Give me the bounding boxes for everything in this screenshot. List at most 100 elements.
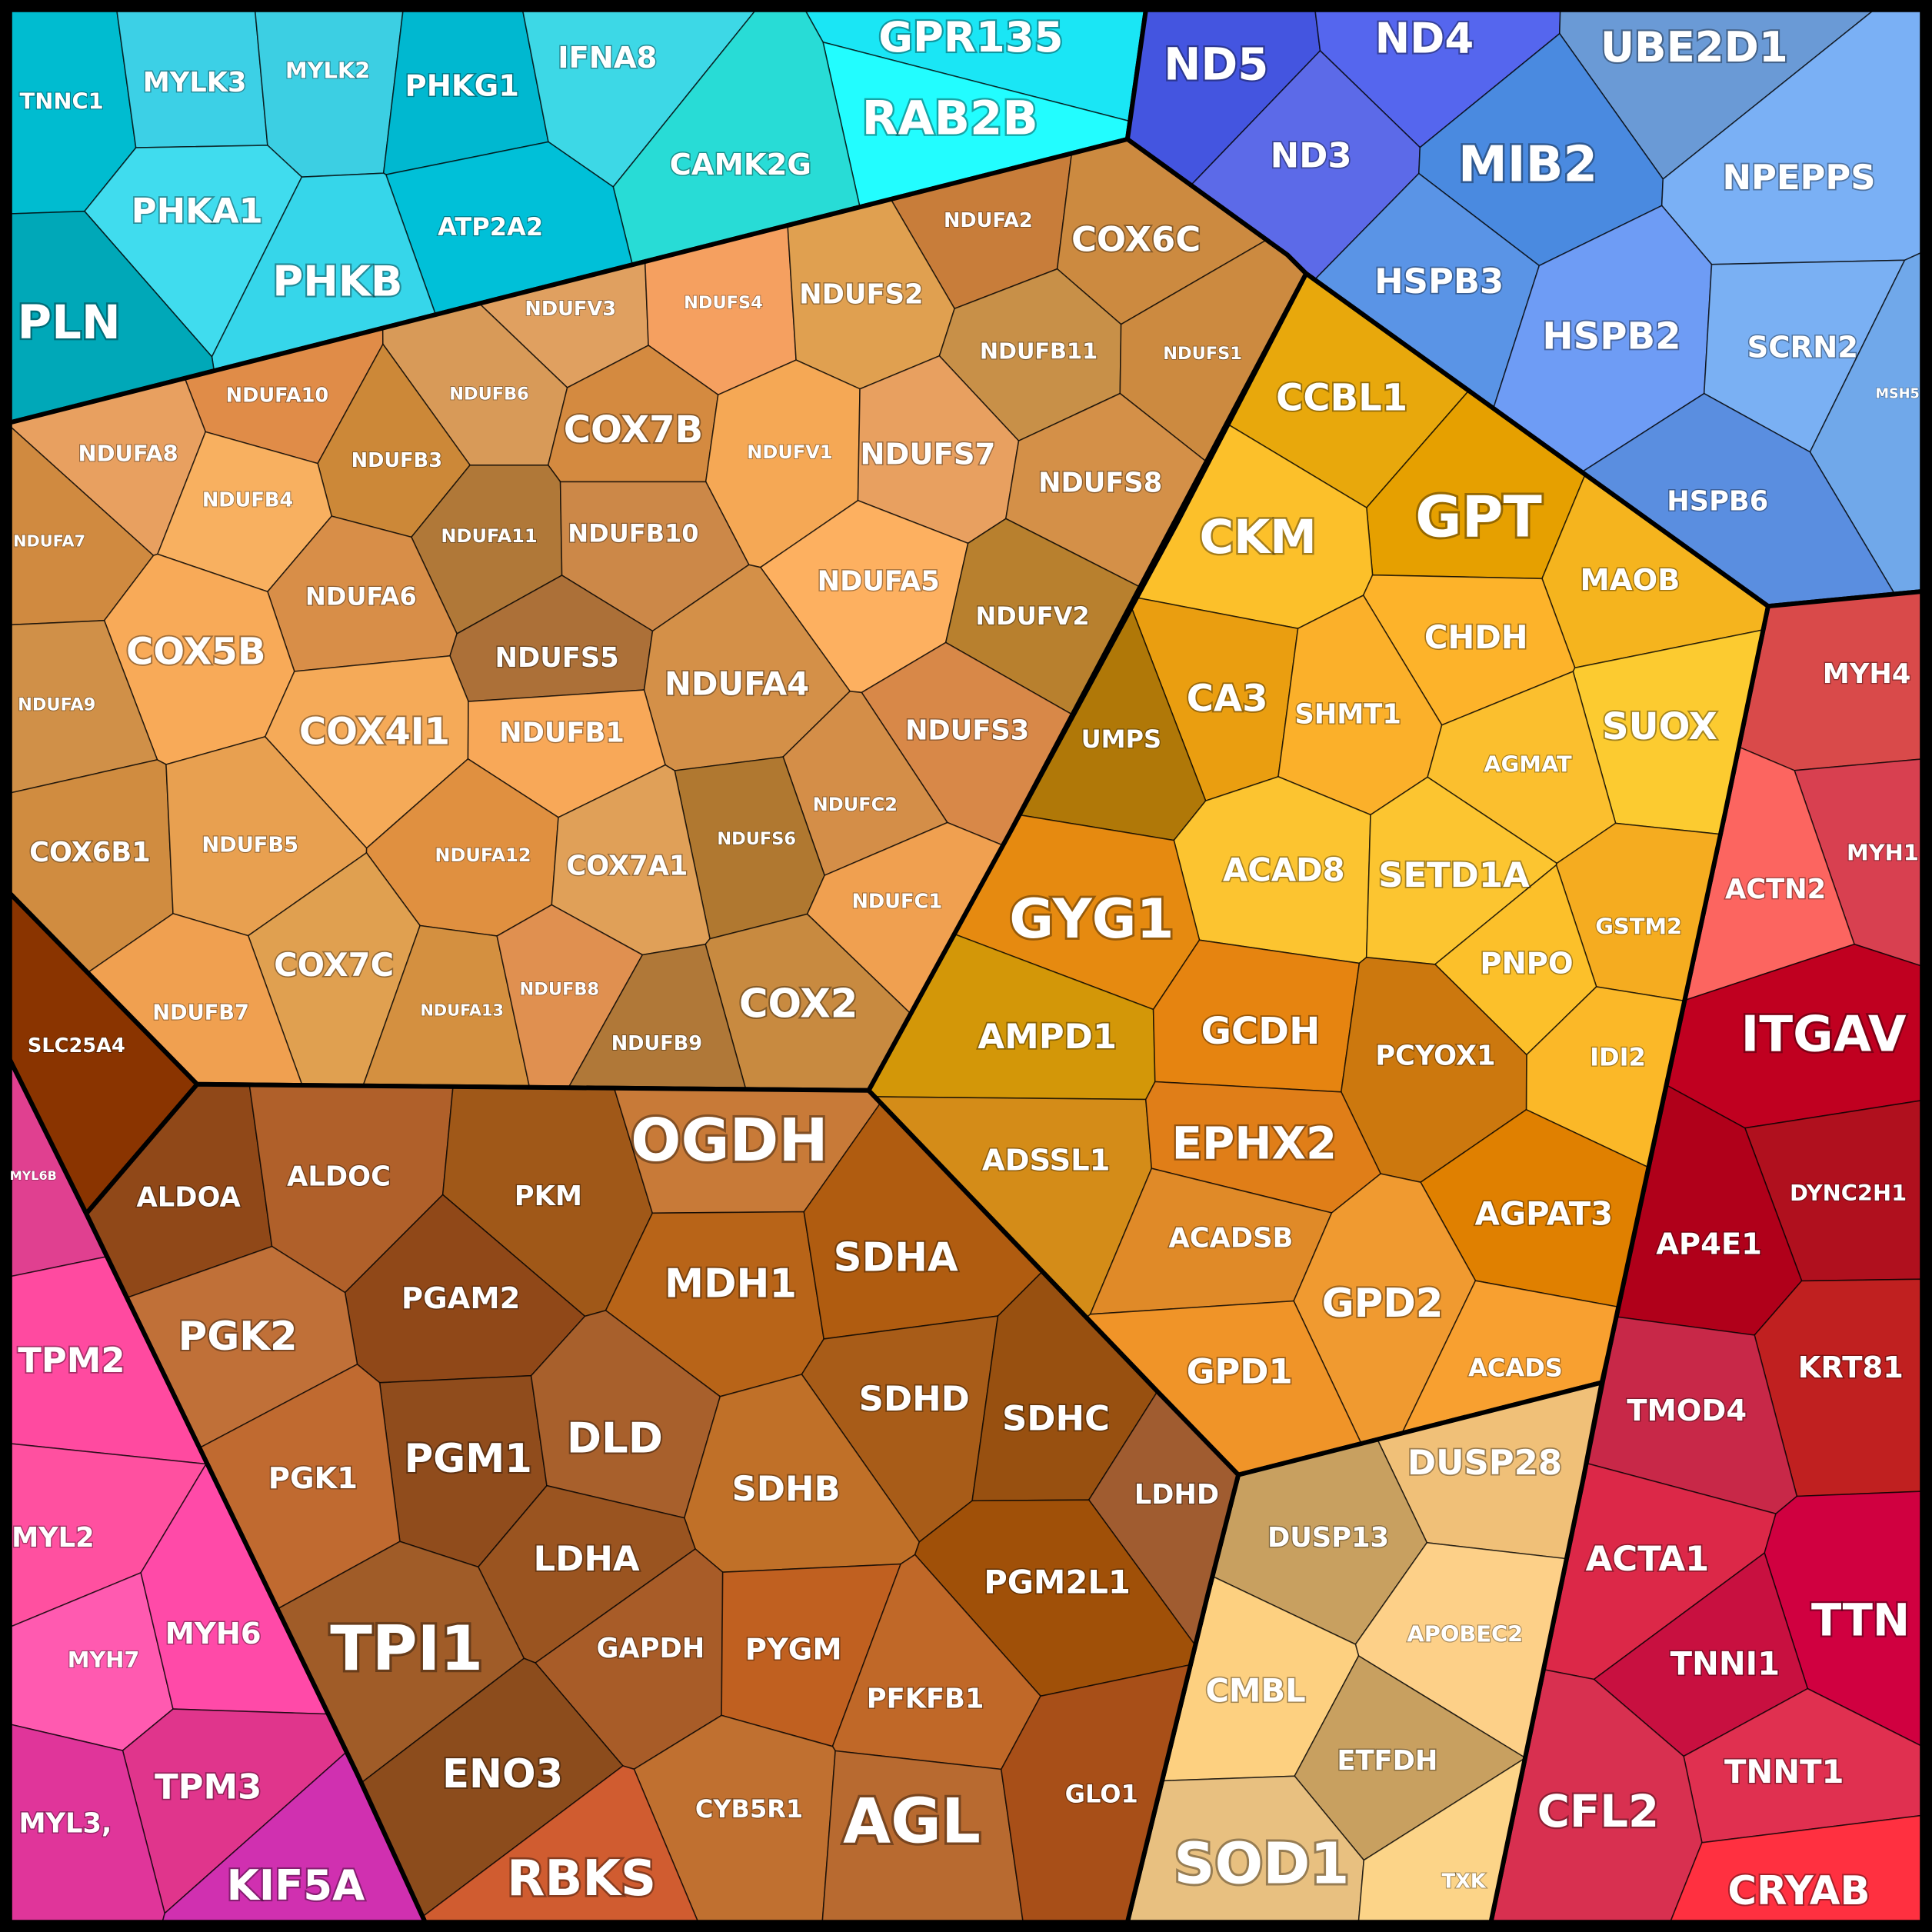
cell-label: NDUFA2 xyxy=(944,209,1033,232)
cell-label: NDUFA11 xyxy=(441,525,537,547)
cell-label: GYG1 xyxy=(1009,888,1174,951)
cell-label: MYLK3 xyxy=(143,67,247,98)
cell-label: PGK2 xyxy=(178,1314,298,1360)
cell-label: NDUFC2 xyxy=(813,794,898,815)
cell-label: MYH7 xyxy=(68,1647,140,1673)
protein-group xyxy=(7,7,1148,425)
protein-group xyxy=(84,1081,1241,1925)
cell-label: ALDOC xyxy=(287,1161,391,1192)
cell-label: CAMK2G xyxy=(670,148,811,182)
cell-label: NDUFS4 xyxy=(684,293,763,313)
cell-label: AMPD1 xyxy=(978,1016,1117,1057)
cell-label: APOBEC2 xyxy=(1407,1621,1523,1647)
cell-label: DUSP28 xyxy=(1407,1442,1562,1483)
cell-label: ACTN2 xyxy=(1725,874,1826,905)
cell-label: PYGM xyxy=(745,1633,842,1667)
cell-label: TNNT1 xyxy=(1724,1753,1844,1790)
cell-label: AGPAT3 xyxy=(1475,1195,1613,1233)
cell-label: SETD1A xyxy=(1378,854,1530,895)
cell-label: COX7C xyxy=(274,946,394,984)
cell-label: NDUFA9 xyxy=(18,695,95,715)
cell-label: EPHX2 xyxy=(1172,1118,1337,1170)
cell-label: NDUFS8 xyxy=(1038,468,1162,499)
cell-label: NDUFB7 xyxy=(152,1001,249,1024)
cell-label: CMBL xyxy=(1205,1672,1305,1710)
cell-label: MDH1 xyxy=(665,1261,797,1307)
cell-label: COX7B xyxy=(564,408,704,451)
cell-label: NDUFA5 xyxy=(818,566,940,598)
cell-label: PFKFB1 xyxy=(867,1684,984,1715)
cell-label: ENO3 xyxy=(442,1751,563,1797)
cell-label: DLD xyxy=(567,1414,663,1463)
cell-label: SDHA xyxy=(834,1235,958,1281)
cell-label: SDHD xyxy=(859,1378,970,1419)
cell-label: TPM3 xyxy=(155,1766,261,1807)
cell-label: KIF5A xyxy=(227,1860,365,1910)
cell-label: NDUFA7 xyxy=(13,531,85,550)
cell-label: ITGAV xyxy=(1741,1007,1907,1064)
cell-label: PHKG1 xyxy=(405,69,519,104)
protein-group xyxy=(866,271,1770,1477)
cell-label: AGMAT xyxy=(1484,751,1572,777)
cell-label: MIB2 xyxy=(1458,137,1597,194)
cell-label: GPT xyxy=(1415,485,1542,550)
cell-label: NDUFS3 xyxy=(905,715,1029,747)
cell-label: TNNI1 xyxy=(1671,1644,1780,1682)
cell-label: MSH5 xyxy=(1876,387,1920,402)
cell-label: OGDH xyxy=(631,1107,828,1175)
cell-label: NDUFV3 xyxy=(525,298,616,321)
cell-label: NDUFC1 xyxy=(851,891,942,914)
cell-label: GPR135 xyxy=(878,12,1063,62)
cell-label: PGM2L1 xyxy=(984,1564,1131,1601)
cell-label: PKM xyxy=(515,1181,582,1212)
cell-label: DUSP13 xyxy=(1267,1522,1389,1554)
cell-label: PLN xyxy=(18,295,121,350)
cell-label: PGK1 xyxy=(268,1461,358,1496)
cell-label: IFNA8 xyxy=(558,41,657,75)
cell-label: MYL3, xyxy=(18,1808,112,1840)
cell-label: ND4 xyxy=(1375,14,1474,63)
cell-label: RBKS xyxy=(507,1850,656,1907)
cell-label: NDUFS1 xyxy=(1163,344,1242,364)
cell-label: GSTM2 xyxy=(1595,914,1682,940)
cell-label: COX6B1 xyxy=(29,837,151,868)
cell-label: HSPB3 xyxy=(1374,261,1504,301)
labels: TNNC1 MYLK3 MYLK2 PHKG1 IFNA8 GPR135 RAB2B CAMK… xyxy=(9,11,1920,1916)
protein-group xyxy=(1124,1380,1604,1925)
protein-group xyxy=(7,1057,428,1925)
cell-label: MYL2 xyxy=(12,1522,95,1554)
cell-label: ACADS xyxy=(1468,1353,1563,1382)
cell-label: HSPB2 xyxy=(1542,315,1681,358)
cell-label: PHKA1 xyxy=(132,190,263,231)
cell-label: CRYAB xyxy=(1727,1868,1870,1914)
cell-label: NDUFV2 xyxy=(975,601,1089,631)
cell-label: ND5 xyxy=(1164,38,1268,90)
group-border xyxy=(7,1057,428,1925)
cell-label: HSPB6 xyxy=(1667,486,1768,518)
cell-label: ALDOA xyxy=(136,1182,241,1214)
cell-label: PNPO xyxy=(1480,946,1573,981)
cell-label: NDUFA4 xyxy=(665,665,809,703)
cell-label: NDUFB1 xyxy=(499,718,625,749)
cell-label: ETFDH xyxy=(1337,1745,1437,1777)
cell-label: MYH1 xyxy=(1847,840,1919,866)
cell-label: SLC25A4 xyxy=(28,1034,125,1058)
cell-label: NDUFB5 xyxy=(202,834,298,858)
cell-label: NDUFS5 xyxy=(495,642,618,674)
cell-label: ND3 xyxy=(1271,135,1352,175)
cell-label: MYL6B xyxy=(10,1168,57,1183)
cell-label: NPEPPS xyxy=(1722,157,1875,198)
cell-label: NDUFS7 xyxy=(860,438,995,472)
cell-label: COX6C xyxy=(1071,218,1201,259)
cell-label: COX4I1 xyxy=(299,711,450,754)
cell-label: UMPS xyxy=(1081,724,1161,754)
cell-label: SHMT1 xyxy=(1294,699,1401,731)
cell-label: TPM2 xyxy=(18,1340,125,1381)
cell-label: NDUFS2 xyxy=(799,278,923,310)
cell-label: SDHB xyxy=(731,1468,840,1509)
cell-label: GLO1 xyxy=(1065,1780,1138,1809)
cell-label: PCYOX1 xyxy=(1375,1040,1495,1071)
cell-label: TMOD4 xyxy=(1627,1394,1747,1428)
cell-label: NDUFA13 xyxy=(421,1001,505,1020)
